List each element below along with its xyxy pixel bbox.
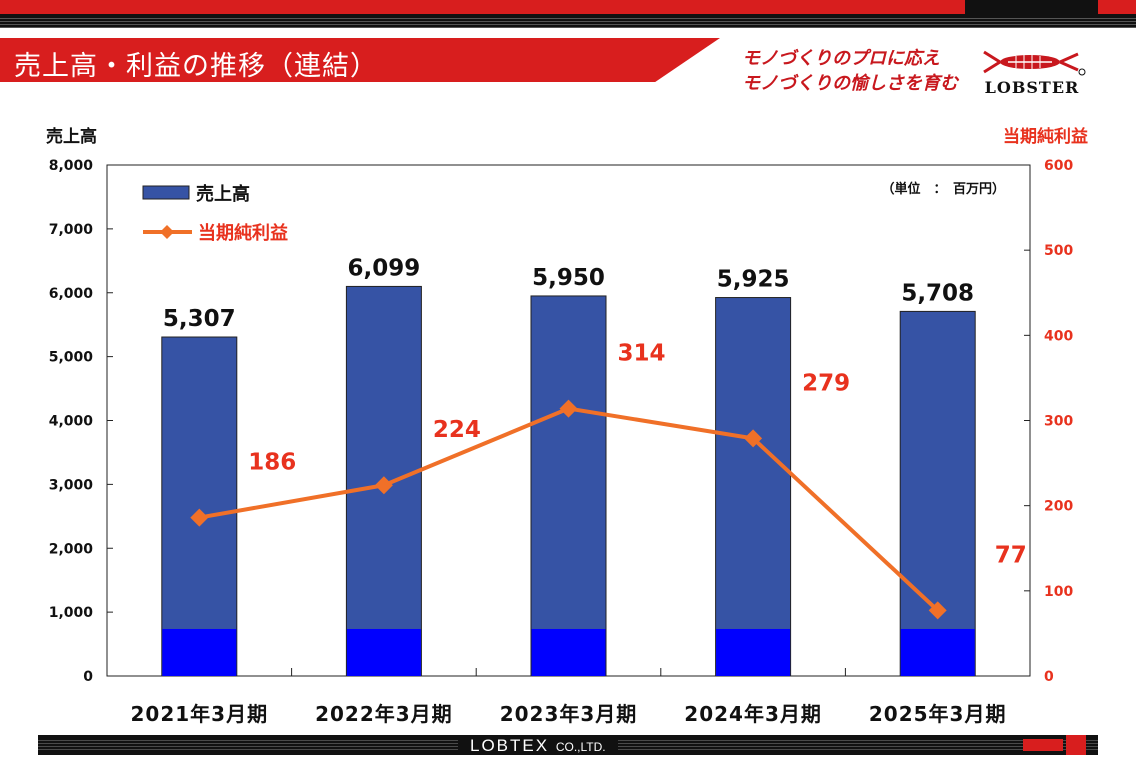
sales-value-label: 5,307: [163, 306, 236, 332]
company-name: LOBTEX CO.,LTD.: [458, 735, 618, 755]
top-red-block: [1098, 0, 1136, 14]
line-series: [190, 399, 947, 620]
left-axis-tick-label: 2,000: [49, 541, 94, 557]
left-axis-tick-label: 8,000: [49, 158, 94, 174]
x-axis-category-label: 2024年3月期: [684, 702, 822, 726]
right-axis-tick-label: 500: [1044, 243, 1073, 259]
left-axis-tick-label: 3,000: [49, 477, 94, 493]
right-axis-tick-label: 400: [1044, 328, 1073, 344]
right-axis-tick-label: 100: [1044, 584, 1073, 600]
x-axis-category-label: 2021年3月期: [131, 702, 269, 726]
sales-bar: [715, 297, 792, 677]
legend-line-marker: [160, 225, 174, 239]
left-axis-title: 売上高: [46, 126, 97, 147]
footer-red-block: [1066, 735, 1086, 755]
title-banner: [0, 38, 720, 82]
top-stripes: [0, 16, 1136, 28]
x-axis-category-label: 2025年3月期: [869, 702, 1007, 726]
brand-suffix: CO.,LTD.: [555, 740, 606, 754]
footer-red-bar: [1023, 739, 1063, 751]
right-axis-title: 当期純利益: [1003, 126, 1088, 147]
profit-value-label: 224: [433, 417, 481, 443]
sales-bar-base: [162, 628, 237, 676]
legend-bar-swatch: [142, 185, 190, 200]
right-axis-tick-label: 600: [1044, 158, 1073, 174]
right-axis-tick-label: 300: [1044, 414, 1073, 430]
sales-bar: [345, 285, 422, 677]
chart-axes: 0 1,000 2,000 3,000 4,000 5,000 6,000 7,000 8,00…: [46, 126, 1088, 726]
sales-bar-base: [900, 628, 975, 676]
sales-value-label: 5,950: [532, 265, 605, 291]
logo-text: LOBSTER: [984, 78, 1080, 97]
sales-bar-base: [346, 628, 421, 676]
profit-value-label: 186: [248, 450, 296, 476]
sales-bar-base: [716, 628, 791, 676]
left-axis-tick-label: 4,000: [49, 414, 94, 430]
slogan-line-1: モノづくりのプロに応え: [742, 48, 940, 69]
sales-bar: [161, 336, 238, 677]
data-labels: 5,307 6,099 5,950 5,925 5,708 186 224 314 279 77: [163, 255, 1027, 568]
sales-bar-base: [531, 628, 606, 676]
legend-bar-label: 売上高: [196, 183, 250, 205]
x-axis-category-label: 2022年3月期: [315, 702, 453, 726]
x-axis-category-label: 2023年3月期: [500, 702, 638, 726]
slogan: モノづくりのプロに応え モノづくりの愉しさを育む: [742, 46, 958, 96]
top-red-strip: [0, 0, 965, 14]
left-axis-tick-label: 1,000: [49, 605, 94, 621]
profit-marker: [744, 429, 763, 448]
lobster-logo-icon: [983, 50, 1086, 76]
sales-value-label: 5,708: [901, 280, 974, 306]
sales-value-label: 6,099: [348, 255, 421, 281]
right-axis-tick-label: 200: [1044, 499, 1073, 515]
brand-main: LOBTEX: [470, 736, 550, 755]
left-axis-tick-label: 6,000: [49, 286, 94, 302]
profit-marker: [190, 508, 209, 527]
legend-line-label: 当期純利益: [198, 222, 288, 244]
profit-value-label: 314: [617, 341, 665, 367]
left-axis-tick-label: 0: [83, 669, 93, 685]
right-axis-tick-label: 0: [1044, 669, 1054, 685]
unit-note: （単位 ： 百万円）: [881, 181, 1005, 197]
profit-marker: [559, 399, 578, 418]
page-title: 売上高・利益の推移（連結）: [14, 51, 378, 82]
sales-bar: [899, 310, 976, 677]
left-axis-tick-label: 7,000: [49, 222, 94, 238]
profit-marker: [928, 601, 947, 620]
sales-bar: [530, 295, 607, 677]
profit-value-label: 77: [995, 542, 1027, 568]
bar-series: [161, 285, 976, 677]
profit-value-label: 279: [802, 370, 850, 396]
top-banner: [0, 0, 1136, 28]
footer-bar: LOBTEX CO.,LTD.: [38, 735, 1098, 755]
left-axis-tick-label: 5,000: [49, 350, 94, 366]
profit-marker: [374, 476, 393, 495]
sales-value-label: 5,925: [717, 267, 790, 293]
slogan-line-2: モノづくりの愉しさを育む: [742, 73, 958, 94]
